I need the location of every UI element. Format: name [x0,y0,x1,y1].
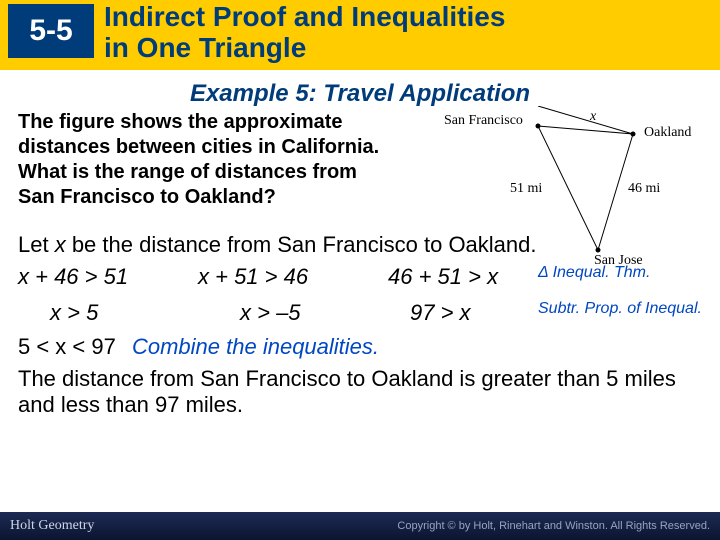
combine-reason: Combine the inequalities. [132,334,379,359]
section-number-box: 5-5 [8,4,94,58]
inequality-row-2: x > 5 x > –5 97 > x Subtr. Prop. of Ineq… [18,300,702,326]
combine-row: 5 < x < 97 Combine the inequalities. [18,334,702,360]
problem-statement: The figure shows the approximate distanc… [18,110,398,210]
content-area: The figure shows the approximate distanc… [0,110,720,419]
header-title-line2: in One Triangle [104,32,306,63]
inequality-row-1: x + 46 > 51 x + 51 > 46 46 + 51 > x Δ In… [18,264,702,290]
header-title: Indirect Proof and Inequalities in One T… [104,2,505,64]
example-title: Example 5: Travel Application [0,80,720,108]
ineq-1b: x + 51 > 46 [198,264,388,290]
ineq-1c: 46 + 51 > x [388,264,538,290]
conclusion: The distance from San Francisco to Oakla… [18,366,702,419]
label-x: x [589,109,597,124]
footer-brand: Holt Geometry [10,518,94,534]
reason-2: Subtr. Prop. of Inequal. [538,300,702,326]
ineq-2a: x > 5 [18,300,198,326]
combined-inequality: 5 < x < 97 [18,334,116,359]
triangle [538,126,633,250]
label-oak: Oakland [644,125,691,140]
section-number: 5-5 [29,14,72,48]
reason-1: Δ Inequal. Thm. [538,264,702,290]
label-46: 46 mi [628,181,660,196]
footer: Holt Geometry Copyright © by Holt, Rineh… [0,512,720,540]
header-title-line1: Indirect Proof and Inequalities [104,1,505,32]
triangle-figure: San Francisco x Oakland 51 mi 46 mi San … [438,106,698,266]
header-bar: 5-5 Indirect Proof and Inequalities in O… [0,0,720,70]
footer-copyright: Copyright © by Holt, Rinehart and Winsto… [397,520,710,532]
ineq-2c: 97 > x [388,300,538,326]
ineq-2b: x > –5 [198,300,388,326]
label-sj: San Jose [594,253,643,266]
label-sf: San Francisco [444,113,523,128]
label-51: 51 mi [510,181,542,196]
point-sj [596,248,601,253]
ineq-1a: x + 46 > 51 [18,264,198,290]
point-oak [631,132,636,137]
point-sf [536,124,541,129]
